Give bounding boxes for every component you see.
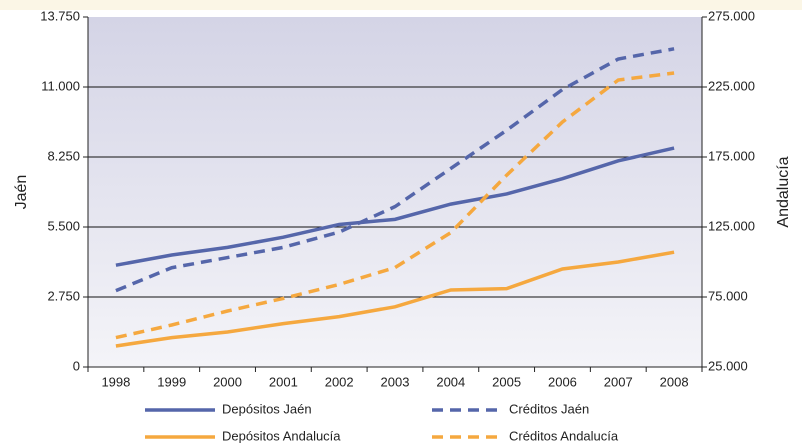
y-tick-label: 5.500 (47, 218, 80, 233)
y-tick-label: 0 (73, 358, 80, 373)
x-tick-label: 1998 (101, 374, 130, 389)
y-tick-label: 8.250 (47, 148, 80, 163)
y-tick-label: 13.750 (40, 8, 80, 23)
series-line (115, 250, 675, 348)
x-tick-label: 2008 (660, 374, 689, 389)
x-tick-label: 2005 (492, 374, 521, 389)
y-tick-label: 11.000 (41, 78, 80, 93)
y2-axis-label: Andalucía (775, 156, 792, 227)
x-tick-label: 2003 (381, 374, 410, 389)
legend-label: Depósitos Andalucía (222, 428, 341, 443)
x-tick-label: 2001 (269, 374, 298, 389)
y-axis-label: Jaén (13, 175, 30, 210)
legend-label: Créditos Andalucía (509, 428, 619, 443)
x-tick-label: 2004 (436, 374, 465, 389)
y2-tick-label: 125.000 (708, 218, 755, 233)
x-tick-label: 1999 (157, 374, 186, 389)
y2-tick-label: 275.000 (708, 8, 755, 23)
x-tick-label: 2007 (604, 374, 633, 389)
y2-tick-label: 75.000 (708, 288, 748, 303)
y2-tick-label: 175.000 (708, 148, 755, 163)
header-band (0, 0, 802, 10)
series-line (115, 47, 675, 293)
plot-area (88, 17, 702, 367)
series-line (115, 146, 675, 267)
legend-label: Créditos Jaén (509, 401, 589, 416)
y-tick-label: 2.750 (47, 288, 80, 303)
y2-tick-label: 225.000 (708, 78, 755, 93)
x-tick-label: 2002 (325, 374, 354, 389)
series-line (115, 71, 675, 340)
x-tick-label: 2006 (548, 374, 577, 389)
y2-tick-label: 25.000 (708, 358, 748, 373)
legend-label: Depósitos Jaén (222, 401, 312, 416)
x-tick-label: 2000 (213, 374, 242, 389)
